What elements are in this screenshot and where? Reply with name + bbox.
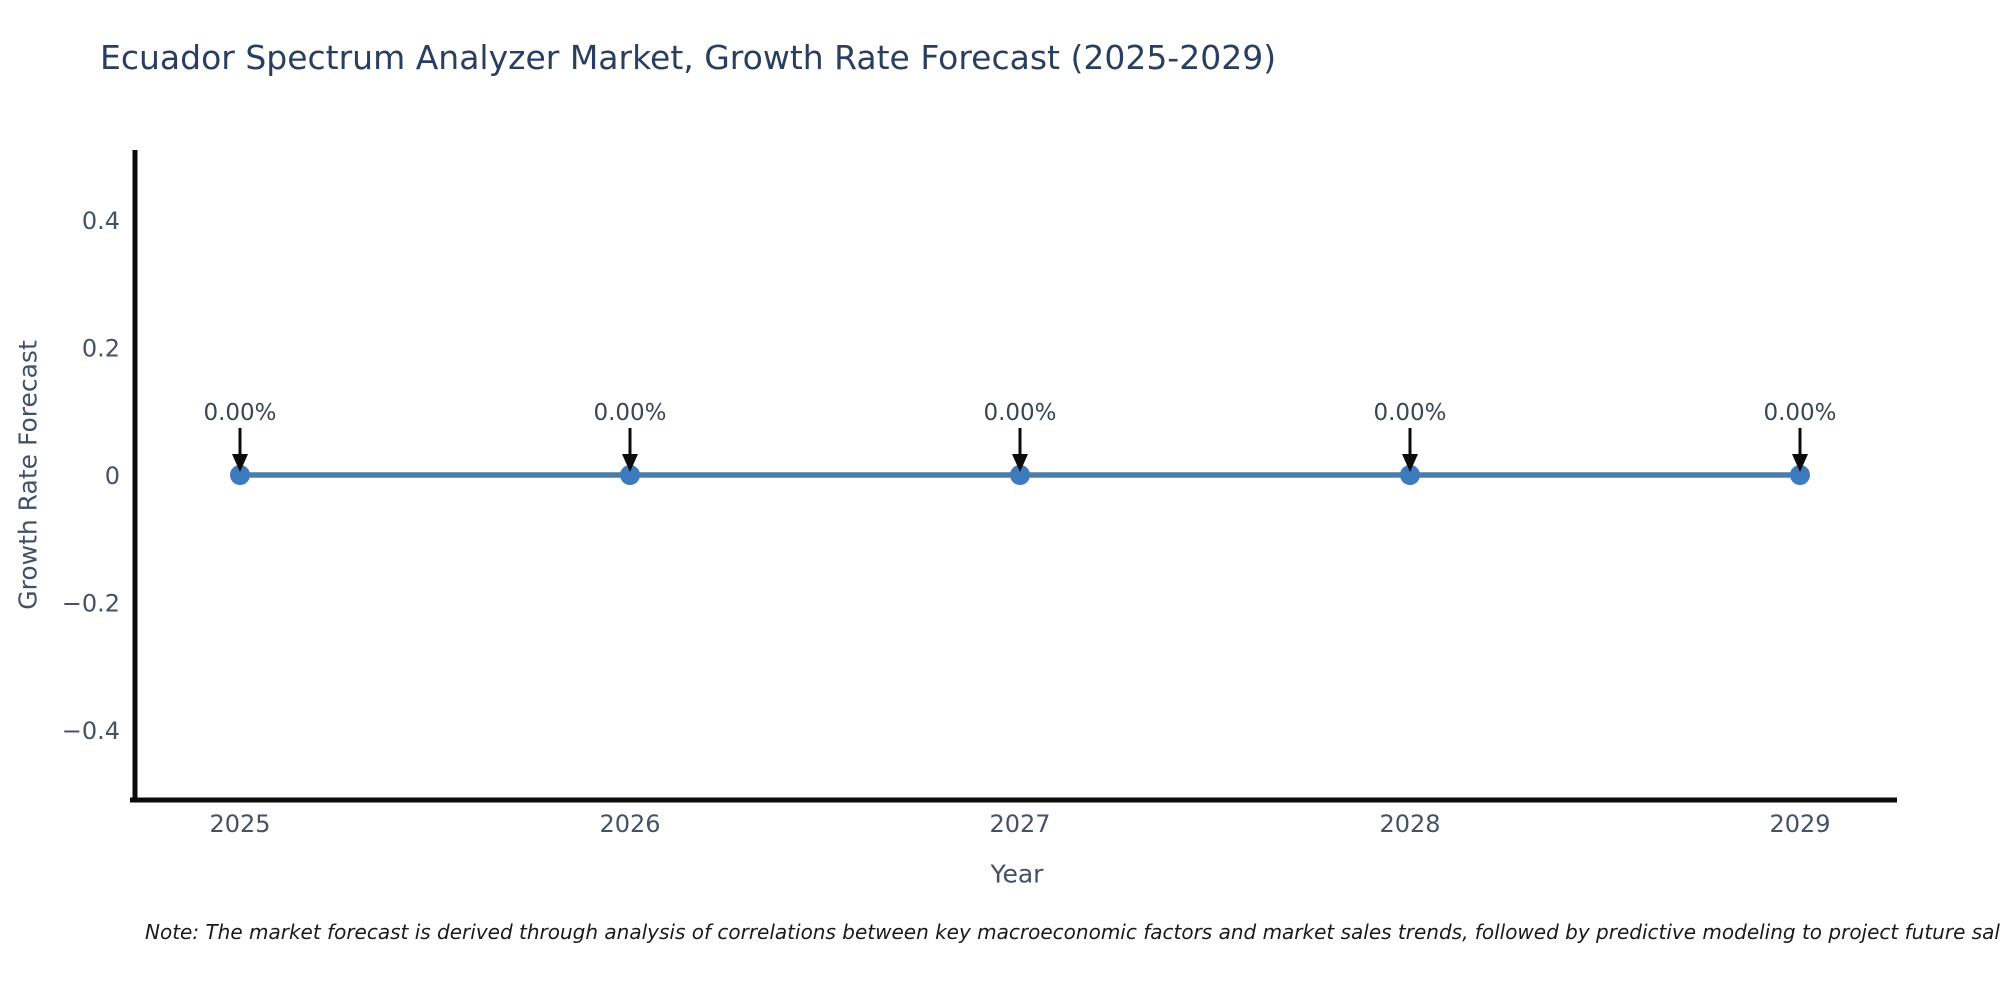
footnote: Note: The market forecast is derived thr… (145, 920, 2000, 944)
y-tick-label: 0 (105, 462, 120, 490)
annotation-arrowhead (232, 454, 248, 472)
data-point-2025[interactable] (230, 465, 250, 485)
x-tick-label: 2028 (1379, 810, 1440, 838)
point-value-label: 0.00% (983, 400, 1056, 426)
annotation-arrowhead (622, 454, 638, 472)
data-point-2028[interactable] (1400, 465, 1420, 485)
data-point-2026[interactable] (620, 465, 640, 485)
y-tick-label: −0.4 (62, 717, 120, 745)
data-point-2027[interactable] (1010, 465, 1030, 485)
x-tick-label: 2027 (989, 810, 1050, 838)
annotation-arrowhead (1402, 454, 1418, 472)
x-tick-label: 2029 (1769, 810, 1830, 838)
y-tick-label: −0.2 (62, 589, 120, 617)
y-axis-title: Growth Rate Forecast (13, 340, 43, 610)
annotation-arrowhead (1012, 454, 1028, 472)
point-value-label: 0.00% (593, 400, 666, 426)
data-point-2029[interactable] (1790, 465, 1810, 485)
point-value-label: 0.00% (1373, 400, 1446, 426)
point-value-label: 0.00% (203, 400, 276, 426)
annotation-arrowhead (1792, 454, 1808, 472)
x-tick-label: 2026 (599, 810, 660, 838)
y-tick-label: 0.4 (82, 207, 120, 235)
y-tick-label: 0.2 (82, 335, 120, 363)
x-axis-title: Year (990, 859, 1044, 889)
point-value-label: 0.00% (1763, 400, 1836, 426)
x-tick-label: 2025 (209, 810, 270, 838)
chart-title: Ecuador Spectrum Analyzer Market, Growth… (100, 38, 1277, 77)
